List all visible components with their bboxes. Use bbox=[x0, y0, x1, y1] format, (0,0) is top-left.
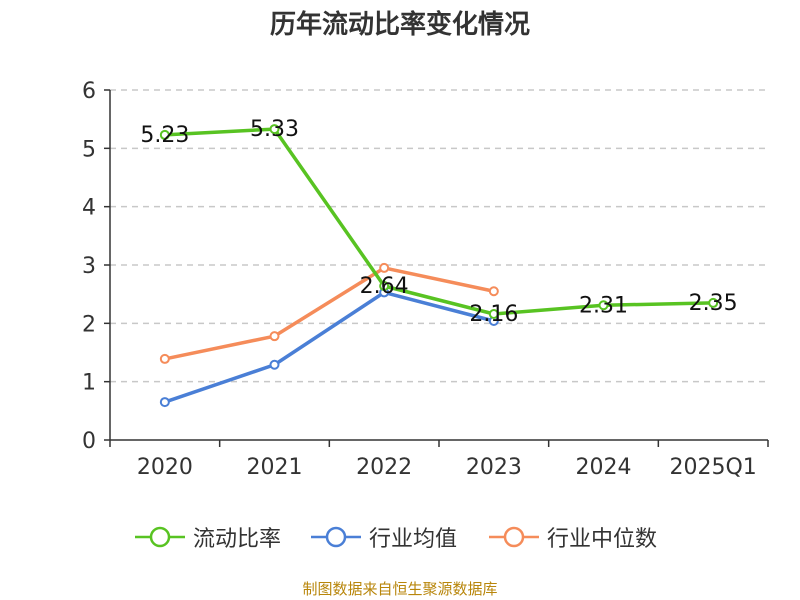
legend-label: 流动比率 bbox=[193, 527, 282, 552]
legend-item-industry-mean[interactable]: 行业均值 bbox=[311, 520, 457, 554]
data-point bbox=[159, 397, 170, 408]
data-point bbox=[379, 281, 390, 291]
legend-item-industry-median[interactable]: 行业中位数 bbox=[489, 520, 657, 554]
y-tick-label: 6 bbox=[82, 79, 96, 104]
x-tick-label: 2024 bbox=[576, 455, 632, 480]
y-tick-label: 4 bbox=[82, 196, 96, 221]
data-point bbox=[379, 262, 390, 273]
x-tick-label: 2025Q1 bbox=[670, 455, 757, 480]
source-note: 制图数据来自恒生聚源数据库 bbox=[302, 580, 498, 598]
x-tick-label: 2022 bbox=[356, 455, 412, 480]
legend-marker-icon bbox=[135, 526, 185, 548]
data-point bbox=[488, 309, 499, 319]
legend-label: 行业中位数 bbox=[547, 527, 658, 552]
data-point bbox=[708, 297, 719, 308]
x-tick-label: 2023 bbox=[466, 455, 522, 480]
data-labels: 5.23 5.33 2.64 2.16 2.31 2.35 bbox=[140, 117, 737, 327]
data-label: 2.64 bbox=[360, 274, 409, 299]
legend: 流动比率 行业均值 行业中位数 bbox=[0, 520, 800, 554]
data-label: 2.35 bbox=[689, 291, 738, 316]
legend-marker-icon bbox=[311, 526, 361, 548]
series-line bbox=[164, 290, 495, 404]
data-point bbox=[159, 353, 170, 364]
y-tick-label: 1 bbox=[82, 371, 96, 396]
x-tick-label: 2021 bbox=[247, 455, 303, 480]
data-point bbox=[269, 359, 280, 370]
y-tick-label: 5 bbox=[82, 137, 96, 162]
data-point bbox=[269, 124, 280, 135]
data-point bbox=[159, 129, 170, 140]
data-label: 5.23 bbox=[140, 123, 189, 148]
y-tick-label: 0 bbox=[82, 429, 96, 454]
chart-title: 历年流动比率变化情况 bbox=[269, 10, 530, 40]
data-point bbox=[488, 286, 499, 297]
series-line bbox=[164, 127, 714, 316]
y-tick-label: 2 bbox=[82, 312, 96, 337]
legend-marker-icon bbox=[489, 526, 539, 548]
series-lines bbox=[159, 124, 719, 408]
axes: 0 1 2 3 4 5 6 2020 2021 2022 2023 2024 2025Q1 bbox=[82, 79, 769, 480]
data-label: 2.16 bbox=[469, 302, 518, 327]
legend-item-current-ratio[interactable]: 流动比率 bbox=[135, 520, 281, 554]
data-point bbox=[598, 300, 609, 311]
data-label: 2.31 bbox=[579, 293, 628, 318]
y-tick-label: 3 bbox=[82, 254, 96, 279]
data-label: 5.33 bbox=[250, 117, 299, 142]
x-tick-label: 2020 bbox=[137, 455, 193, 480]
legend-label: 行业均值 bbox=[369, 527, 458, 552]
series-line bbox=[164, 266, 495, 361]
data-point bbox=[269, 331, 280, 342]
